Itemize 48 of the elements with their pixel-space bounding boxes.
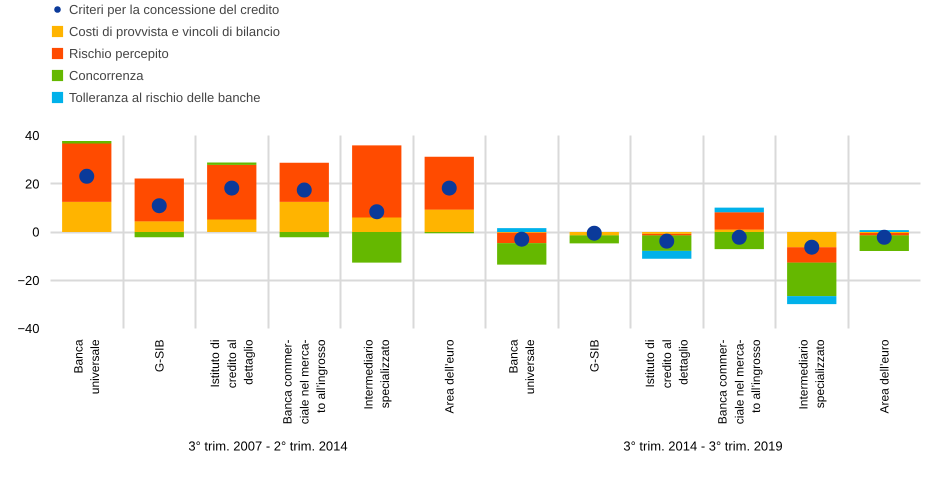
legend-label: Concorrenza bbox=[69, 66, 144, 84]
y-tick-label: 0 bbox=[32, 224, 40, 240]
x-tick-label: G-SIB bbox=[152, 340, 166, 372]
point bbox=[586, 226, 602, 241]
x-tick-label: Istituto di credito al dettaglio bbox=[208, 339, 256, 388]
bar bbox=[207, 219, 256, 232]
bar bbox=[497, 228, 546, 232]
bar bbox=[134, 232, 184, 238]
legend-label: Rischio percepito bbox=[69, 44, 169, 62]
bar bbox=[207, 164, 256, 220]
bar bbox=[62, 143, 112, 202]
y-tick-label: −40 bbox=[17, 321, 40, 336]
bar bbox=[424, 156, 474, 210]
bar bbox=[714, 212, 764, 230]
bar bbox=[352, 145, 402, 218]
x-tick-label: Area dell’euro bbox=[442, 339, 456, 414]
x-tick-label: Intermediario specializzato bbox=[796, 339, 828, 410]
y-tick-label: 20 bbox=[25, 176, 40, 192]
bar bbox=[280, 232, 329, 238]
bar bbox=[352, 218, 402, 232]
bar bbox=[280, 162, 329, 202]
bar bbox=[714, 208, 764, 212]
text: 3° trim. 2014 - 3° trim. 2019 bbox=[623, 438, 783, 454]
x-tick-label: Banca universale bbox=[506, 339, 538, 394]
point bbox=[296, 182, 312, 198]
bar bbox=[424, 210, 474, 232]
x-tick-label: Istituto di credito al dettaglio bbox=[642, 339, 691, 388]
legend-label: Criteri per la concessione del credito bbox=[69, 0, 280, 18]
text: 3° trim. 2007 - 2° trim. 2014 bbox=[188, 438, 348, 454]
bar bbox=[280, 202, 329, 232]
x-tick-label: Banca universale bbox=[71, 339, 102, 394]
legend-label: Tolleranza al rischio delle banche bbox=[69, 88, 261, 106]
x-tick-label: G-SIB bbox=[587, 340, 602, 372]
bar bbox=[642, 250, 692, 259]
bar bbox=[497, 243, 546, 265]
legend-label: Costi di provvista e vincoli di bilancio bbox=[69, 22, 280, 40]
bar bbox=[62, 202, 112, 232]
y-tick-label: −20 bbox=[17, 272, 40, 288]
x-tick-label: Area dell’euro bbox=[877, 339, 892, 414]
bar bbox=[352, 232, 402, 263]
point bbox=[369, 204, 384, 220]
bar bbox=[134, 178, 184, 222]
y-tick-label: 40 bbox=[25, 128, 40, 143]
bar bbox=[787, 262, 836, 296]
bar bbox=[134, 221, 184, 232]
point bbox=[514, 232, 530, 247]
x-tick-label: Intermediario specializzato bbox=[361, 339, 392, 410]
bar bbox=[787, 296, 836, 304]
